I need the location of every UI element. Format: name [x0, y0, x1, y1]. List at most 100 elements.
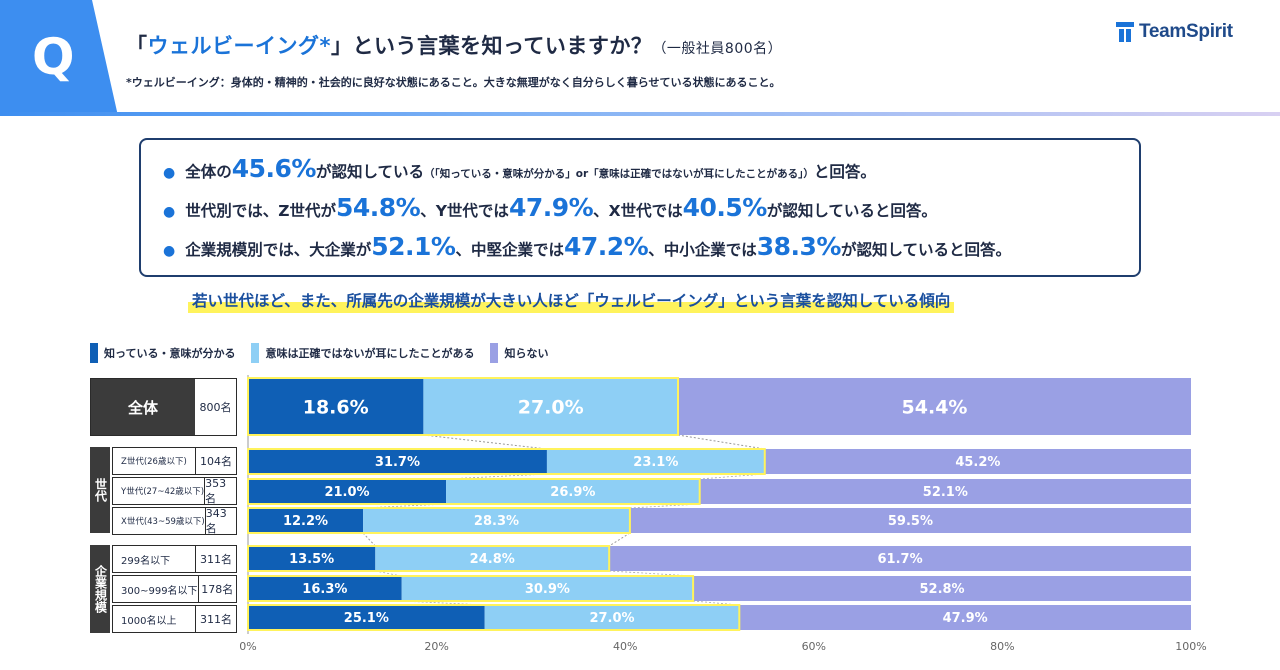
x-tick-label: 40% [613, 640, 637, 653]
row-count: 104名 [195, 448, 236, 474]
connector-line [629, 503, 700, 509]
data-label: 54.4% [902, 396, 968, 418]
legend-swatch [490, 343, 499, 363]
bullet-icon: ● [163, 204, 176, 220]
bar-segment [699, 479, 1191, 504]
bar-segment [764, 449, 1191, 474]
row-count: 178名 [197, 576, 236, 602]
group-label: 世代 [93, 478, 108, 502]
group-tag-company: 企業規模 [90, 545, 110, 633]
logo-text: TeamSpirit [1139, 21, 1233, 42]
summary-line-company: ● 企業規模別では、大企業が 52.1% 、中堅企業では 47.2% 、中小企業… [163, 232, 1011, 261]
bar-segment [248, 605, 485, 630]
bullet-icon: ● [163, 165, 176, 181]
data-label: 30.9% [525, 582, 570, 597]
title-sample-size: （一般社員800名） [652, 41, 783, 57]
row-count: 353名 [204, 477, 236, 505]
connector-line [677, 434, 765, 450]
summary-note: （「知っている・意味が分かる」or「意味は正確ではないが耳にしたことがある」） [424, 168, 814, 180]
connector-line [693, 600, 740, 606]
data-label: 27.0% [589, 611, 634, 626]
summary-value: 45.6% [231, 154, 317, 183]
logo-mark-icon [1116, 22, 1134, 42]
summary-text: が認知していると回答。 [766, 202, 937, 220]
data-label: 12.2% [283, 514, 328, 529]
row-label: 1000名以上 311名 [112, 605, 237, 633]
data-label: 18.6% [303, 396, 369, 418]
summary-text: と回答。 [813, 163, 876, 181]
bar-segment [629, 508, 1191, 533]
summary-text: 企業規模別では、大企業が [185, 241, 372, 259]
data-label: 13.5% [289, 552, 334, 567]
summary-value: 52.1% [371, 232, 456, 261]
aware-highlight-outline [247, 377, 680, 436]
bar-segment [248, 576, 402, 601]
bar-segment [693, 576, 1191, 601]
summary-value: 54.8% [335, 193, 421, 222]
data-label: 25.1% [344, 611, 389, 626]
data-label: 52.1% [923, 485, 968, 500]
aware-highlight-outline [247, 604, 741, 631]
teamspirit-logo: TeamSpirit [1116, 21, 1233, 43]
row-name: Z世代(26歳以下) [121, 457, 187, 467]
title-bracket-open: 「 [126, 34, 148, 58]
connector-line [375, 570, 402, 577]
x-tick-label: 60% [802, 640, 826, 653]
question-letter: Q [32, 28, 75, 86]
row-label: 300~999名以下 178名 [112, 575, 237, 603]
summary-text: 、X世代では [593, 202, 683, 220]
connector-line [423, 434, 547, 450]
summary-text: が認知している [315, 163, 425, 181]
row-label-total: 全体 800名 [90, 378, 237, 436]
data-label: 27.0% [518, 396, 584, 418]
group-tag-generation: 世代 [90, 447, 110, 533]
summary-value: 47.2% [563, 232, 649, 261]
data-label: 24.8% [470, 552, 515, 567]
bar-segment [609, 546, 1191, 571]
summary-text: 全体の [185, 163, 232, 181]
group-label: 企業規模 [93, 565, 108, 613]
summary-text: 、Y世代では [420, 202, 509, 220]
connector-line [608, 532, 631, 547]
aware-highlight-outline [247, 575, 695, 602]
x-tick-label: 100% [1175, 640, 1206, 653]
row-label: 299名以下 311名 [112, 545, 237, 573]
header-divider [0, 112, 1280, 116]
bar-segment [401, 576, 694, 601]
row-name: 全体 [91, 379, 195, 435]
summary-text: 、中小企業では [648, 241, 757, 259]
connector-line [609, 570, 694, 577]
x-tick-label: 0% [239, 640, 256, 653]
data-label: 23.1% [633, 455, 678, 470]
summary-text: が認知していると回答。 [840, 241, 1012, 259]
conclusion-headline: 若い世代ほど、また、所属先の企業規模が大きい人ほど「ウェルビーイング」という言葉… [188, 289, 955, 313]
legend-item-unknown: 知らない [490, 343, 548, 363]
bar-segment [484, 605, 740, 630]
row-name: 300~999名以下 [121, 585, 198, 597]
data-label: 16.3% [302, 582, 347, 597]
summary-value: 47.9% [508, 193, 594, 222]
legend-swatch [90, 343, 98, 363]
bar-segment [546, 449, 765, 474]
bar-segment [248, 546, 376, 571]
summary-line-overall: ● 全体の 45.6% が認知している （「知っている・意味が分かる」or「意味… [163, 154, 876, 183]
legend-label: 知らない [504, 347, 549, 360]
summary-value: 40.5% [682, 193, 768, 222]
legend-swatch [251, 343, 260, 363]
bar-segment [248, 508, 364, 533]
row-count: 800名 [199, 401, 232, 414]
data-label: 61.7% [878, 552, 923, 567]
connector-line [401, 600, 485, 606]
row-count: 311名 [195, 606, 236, 632]
aware-highlight-outline [247, 478, 701, 505]
bullet-icon: ● [163, 243, 176, 259]
row-label: Y世代(27~42歳以下) 353名 [112, 477, 237, 505]
data-label: 28.3% [474, 514, 519, 529]
data-label: 47.9% [943, 611, 988, 626]
connector-line [363, 503, 447, 509]
row-label: Z世代(26歳以下) 104名 [112, 447, 237, 475]
connector-line [362, 532, 376, 547]
bar-segment [248, 378, 424, 435]
x-tick-label: 20% [424, 640, 448, 653]
data-label: 45.2% [955, 455, 1000, 470]
